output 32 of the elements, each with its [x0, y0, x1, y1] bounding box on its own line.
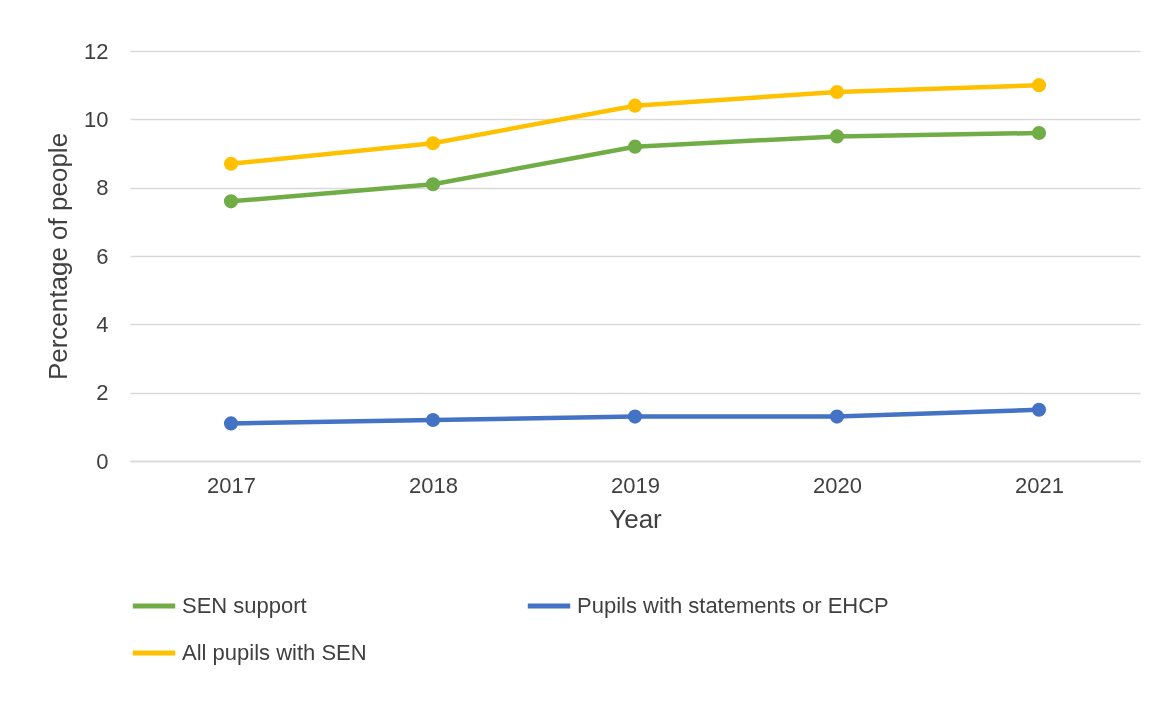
y-axis-title: Percentage of people: [43, 132, 74, 381]
legend-label: Pupils with statements or EHCP: [577, 593, 889, 618]
point: [223, 416, 239, 431]
x-tick-label: 2018: [409, 472, 458, 498]
point: [829, 409, 845, 424]
x-tick-label: 2020: [813, 472, 862, 498]
point: [1031, 78, 1047, 93]
y-tick-label: 10: [84, 106, 109, 132]
point: [627, 409, 643, 424]
point: [223, 194, 239, 209]
point: [425, 177, 441, 192]
legend-label: All pupils with SEN: [182, 640, 367, 665]
x-tick-label: 2019: [611, 472, 660, 498]
x-tick-label: 2017: [207, 472, 256, 498]
point: [829, 84, 845, 100]
x-tick-label: 2021: [1015, 472, 1064, 498]
point: [627, 98, 643, 113]
y-tick-label: 2: [96, 380, 109, 406]
legend-label: SEN support: [182, 593, 307, 618]
y-tick-label: 4: [96, 311, 109, 337]
point: [1031, 402, 1047, 417]
point: [425, 136, 441, 151]
point: [425, 412, 441, 428]
y-tick-label: 8: [96, 175, 109, 201]
point: [829, 129, 845, 144]
x-axis-title: Year: [609, 503, 663, 534]
y-tick-label: 0: [96, 448, 109, 474]
point: [1031, 125, 1047, 141]
y-tick-label: 6: [96, 243, 109, 269]
point: [627, 139, 643, 154]
y-tick-label: 12: [84, 38, 109, 64]
point: [223, 156, 239, 171]
